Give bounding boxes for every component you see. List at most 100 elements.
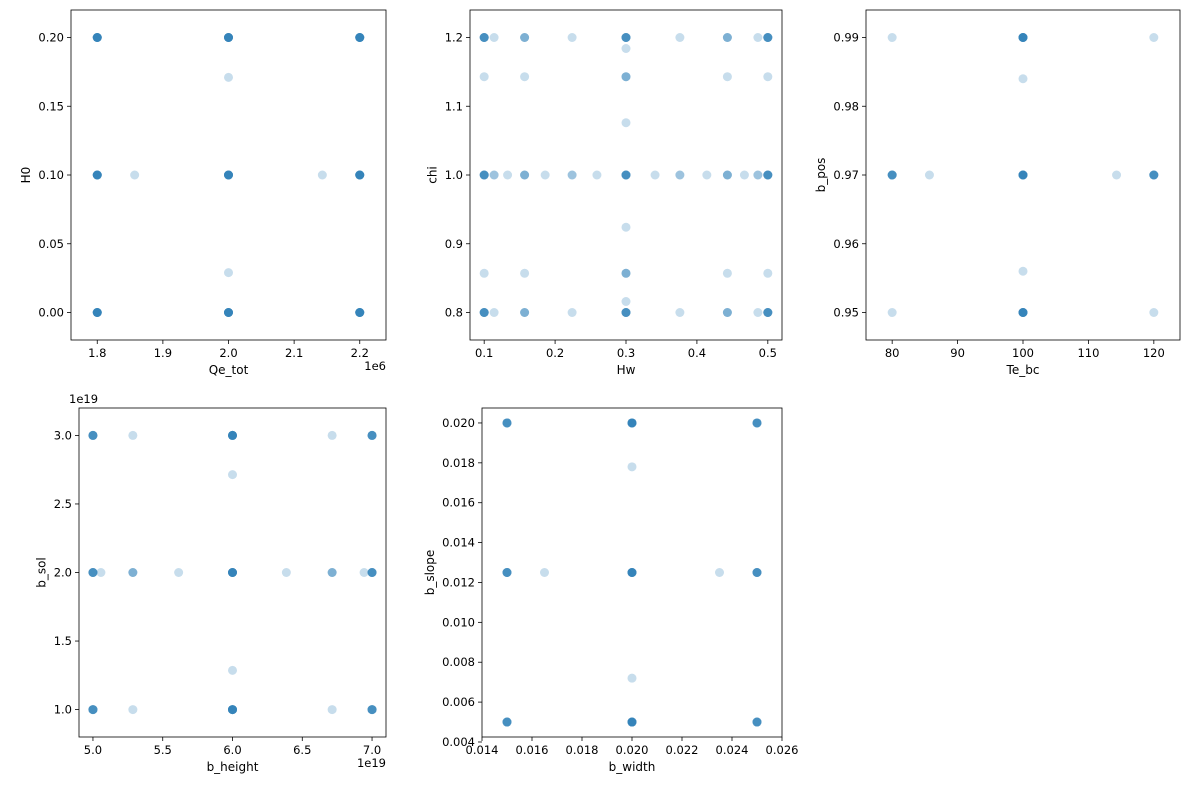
- data-point: [722, 33, 732, 42]
- data-point: [88, 430, 98, 440]
- data-point: [281, 568, 291, 577]
- data-point: [224, 33, 233, 42]
- data-point: [92, 170, 102, 180]
- data-point: [1149, 170, 1159, 180]
- data-point: [224, 308, 233, 317]
- data-point: [367, 705, 377, 715]
- data-point: [228, 430, 237, 440]
- data-point: [228, 705, 237, 715]
- data-point: [228, 430, 237, 440]
- data-point: [228, 705, 237, 715]
- data-point: [128, 568, 138, 577]
- x-offset-label: 1e19: [357, 756, 386, 770]
- data-point: [520, 308, 530, 317]
- data-point: [752, 418, 762, 428]
- data-point: [367, 705, 377, 715]
- data-point: [228, 568, 237, 577]
- y-tick-label: 0.97: [833, 168, 859, 182]
- data-point: [479, 308, 489, 317]
- data-point: [752, 418, 762, 428]
- data-point: [627, 418, 637, 428]
- data-point: [887, 170, 897, 180]
- y-tick-label: 0.010: [442, 615, 475, 629]
- data-point: [224, 33, 233, 42]
- data-point: [367, 705, 377, 715]
- data-point: [367, 568, 377, 577]
- y-tick-label: 0.020: [442, 416, 475, 430]
- data-point: [479, 72, 489, 82]
- x-tick-label: 0.024: [716, 743, 749, 757]
- data-point: [540, 170, 550, 180]
- y-tick-label: 0.9: [445, 237, 463, 251]
- data-point: [627, 717, 637, 727]
- data-point: [224, 268, 233, 278]
- data-point: [627, 717, 637, 727]
- data-point: [887, 170, 897, 180]
- data-point: [627, 568, 637, 577]
- data-point: [479, 33, 489, 42]
- data-point: [752, 568, 762, 577]
- data-point: [627, 418, 637, 428]
- y-tick-label: 0.96: [833, 237, 859, 251]
- data-point: [1149, 308, 1159, 317]
- data-point: [327, 568, 337, 577]
- data-point: [224, 33, 233, 42]
- data-point: [567, 33, 577, 42]
- x-tick-label: 0.020: [616, 743, 649, 757]
- y-axis-label: b_sol: [34, 557, 48, 588]
- data-point: [355, 308, 365, 317]
- data-point: [224, 33, 233, 42]
- data-point: [479, 308, 489, 317]
- data-point: [715, 568, 724, 577]
- data-point: [228, 665, 237, 675]
- data-point: [1018, 170, 1028, 180]
- x-tick-label: 6.0: [223, 743, 241, 757]
- data-point: [1018, 33, 1028, 42]
- data-point: [887, 170, 897, 180]
- data-point: [592, 170, 602, 180]
- data-point: [502, 717, 512, 727]
- data-point: [502, 717, 512, 727]
- y-tick-label: 0.016: [442, 496, 475, 510]
- data-point: [1018, 308, 1028, 317]
- data-point: [763, 170, 773, 180]
- data-point: [752, 717, 762, 727]
- data-point: [479, 33, 489, 42]
- x-tick-label: 0.1: [475, 346, 493, 360]
- data-point: [88, 430, 98, 440]
- data-point: [479, 170, 489, 180]
- data-point: [327, 568, 337, 577]
- data-point: [367, 568, 377, 577]
- data-point: [367, 568, 377, 577]
- y-tick-label: 0.95: [833, 306, 859, 320]
- data-point: [128, 430, 138, 440]
- data-point: [722, 268, 732, 278]
- data-point: [627, 673, 637, 683]
- data-point: [627, 717, 637, 727]
- data-point: [621, 33, 631, 42]
- data-point: [88, 705, 98, 715]
- data-point: [1149, 170, 1159, 180]
- data-point: [763, 308, 773, 317]
- data-point: [355, 33, 365, 42]
- data-point: [228, 430, 237, 440]
- data-point: [355, 308, 365, 317]
- data-point: [1018, 33, 1028, 42]
- data-point: [228, 430, 237, 440]
- data-point: [1018, 170, 1028, 180]
- data-point: [1018, 170, 1028, 180]
- data-point: [224, 170, 233, 180]
- data-point: [887, 170, 897, 180]
- data-point: [355, 308, 365, 317]
- data-point: [224, 170, 233, 180]
- y-tick-label: 1.2: [445, 31, 463, 45]
- data-point: [327, 430, 337, 440]
- data-point: [763, 33, 773, 42]
- data-point: [224, 308, 233, 317]
- data-point: [224, 308, 233, 317]
- subplot-te-bc: 80 90 100 110 120 0.95 0.96 0.97 0.98 0.99 Te_bc b_…: [814, 9, 1181, 377]
- data-point: [92, 170, 102, 180]
- data-point: [627, 568, 637, 577]
- data-point: [92, 170, 102, 180]
- data-point: [359, 568, 369, 577]
